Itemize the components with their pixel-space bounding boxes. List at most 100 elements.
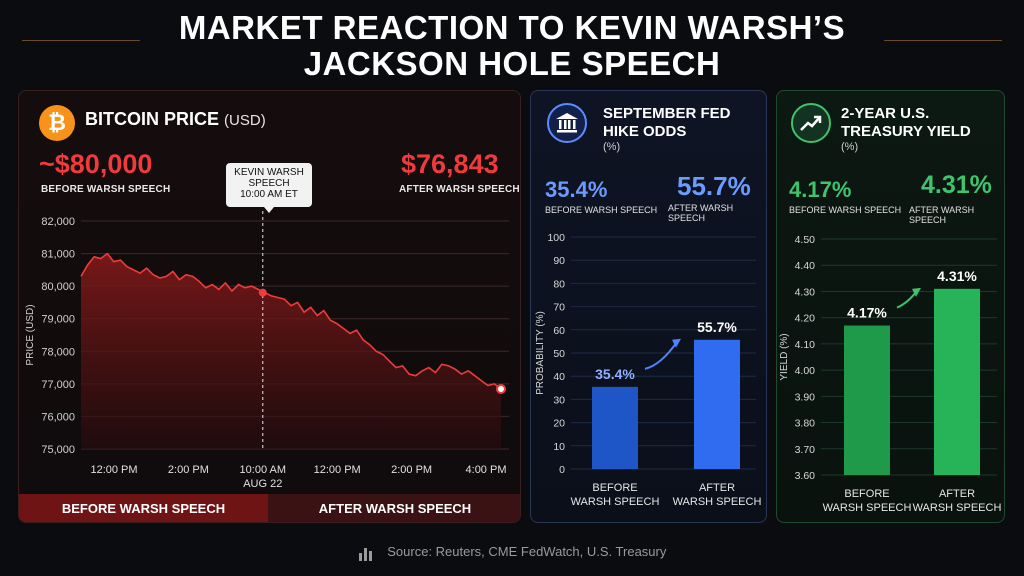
title-rule-right [884,40,1002,41]
y-tick-label: 80 [553,278,565,290]
speech-event-tag: KEVIN WARSH SPEECH 10:00 AM ET [226,163,312,213]
x-category-label: WARSH SPEECH [823,502,912,514]
yield-panel-title: 2-YEAR U.S. TREASURY YIELD [841,105,971,141]
bar [694,339,740,469]
trend-up-icon [791,103,831,143]
yield-unit: (%) [841,141,859,153]
y-tick-label: 3.80 [795,418,816,430]
fed-unit: (%) [603,141,621,153]
y-tick-label: 82,000 [41,216,75,228]
event-point [258,288,267,297]
bitcoin-before-label: BEFORE WARSH SPEECH [41,184,171,195]
y-tick-label: 4.20 [795,313,816,325]
increase-arrow [896,290,918,309]
y-tick-label: 4.10 [795,339,816,351]
band-after-speech: AFTER WARSH SPEECH [268,494,520,522]
y-tick-label: 3.70 [795,444,816,456]
fed-odds-bar-chart: 0 10 20 30 40 50 60 70 80 90 100 PROBABILITY (%) 35.… [535,232,761,508]
price-line [80,252,502,390]
x-tick-label: 12:00 PM [314,464,361,476]
title-line-1: MARKET REACTION TO KEVIN WARSH’S [178,9,846,46]
source-text: Source: Reuters, CME FedWatch, U.S. Trea… [387,544,667,559]
bitcoin-after-label: AFTER WARSH SPEECH [399,184,520,195]
y-tick-label: 20 [553,418,565,430]
bitcoin-line-chart: 82,000 81,000 80,000 79,000 78,000 77,000 76,0… [25,211,509,490]
bar-chart-icon [358,547,372,561]
y-tick-label: 90 [553,255,565,267]
x-category-label: AFTER [699,482,735,494]
bitcoin-before-value: ~$80,000 [39,149,153,179]
y-tick-label: 75,000 [41,444,75,456]
bitcoin-panel-title: BITCOIN PRICE (USD) [85,109,266,130]
y-tick-label: 50 [553,348,565,360]
y-tick-label: 4.00 [795,365,816,377]
y-tick-label: 100 [547,232,565,244]
increase-arrowhead [672,338,681,348]
y-axis-label: PROBABILITY (%) [535,311,546,395]
y-axis-label: YIELD (%) [779,333,790,380]
fed-after-value: 55.7% [677,171,751,201]
y-tick-label: 3.90 [795,391,816,403]
yield-after-value: 4.31% [921,171,992,199]
y-tick-label: 4.30 [795,286,816,298]
y-tick-label: 77,000 [41,379,75,391]
last-price-point [496,383,506,394]
bitcoin-panel: ₿ BITCOIN PRICE (USD) ~$80,000 BEFORE WA… [18,90,521,523]
y-tick-label: 81,000 [41,249,75,261]
bitcoin-icon: ₿ [39,105,75,141]
yield-before-value: 4.17% [789,177,852,202]
band-before-speech: BEFORE WARSH SPEECH [19,494,268,522]
x-category-label: BEFORE [592,482,637,494]
x-tick-label: 4:00 PM [466,464,507,476]
bitcoin-after-value: $76,843 [401,149,499,179]
speech-tag-line-2: SPEECH [248,178,290,189]
y-tick-label: 40 [553,371,565,383]
y-tick-label: 10 [553,441,565,453]
fed-after-label: AFTER WARSH SPEECH [668,203,734,223]
yield-before-label: BEFORE WARSH SPEECH [789,205,902,215]
bank-icon [547,103,587,143]
fed-title-line-2: HIKE ODDS [603,123,687,140]
bar [592,386,638,469]
bitcoin-unit: (USD) [224,112,266,129]
y-tick-label: 3.60 [795,470,816,482]
x-category-label: WARSH SPEECH [571,496,660,508]
treasury-yield-panel: 2-YEAR U.S. TREASURY YIELD (%) 4.17% BEF… [776,90,1005,523]
y-tick-label: 60 [553,325,565,337]
increase-arrow [644,341,678,370]
bar-data-label: 4.17% [847,305,887,321]
fed-before-label: BEFORE WARSH SPEECH [545,205,658,215]
y-tick-label: 0 [559,464,565,476]
x-tick-label: 2:00 PM [168,464,209,476]
x-tick-label: 2:00 PM [391,464,432,476]
speech-tag-line-3: 10:00 AM ET [240,189,298,200]
y-tick-label: 76,000 [41,411,75,423]
x-tick-sublabel: AUG 22 [243,478,282,490]
x-tick-label: 12:00 PM [90,464,137,476]
treasury-yield-bar-chart: 3.60 3.70 3.80 3.90 4.00 4.10 4.20 4.30 4.40 4.50… [779,234,1002,514]
bar-data-label: 55.7% [697,319,737,335]
fed-title-line-1: SEPTEMBER FED [603,105,731,122]
y-tick-label: 78,000 [41,346,75,358]
title-rule-left [22,40,140,41]
fed-odds-panel: SEPTEMBER FED HIKE ODDS (%) 35.4% BEFORE… [530,90,767,523]
x-category-label: WARSH SPEECH [913,502,1002,514]
yield-title-line-2: TREASURY YIELD [841,123,971,140]
y-tick-label: 80,000 [41,281,75,293]
y-tick-label: 79,000 [41,314,75,326]
speech-tag-line-1: KEVIN WARSH [234,167,304,178]
x-category-label: BEFORE [844,488,889,500]
bar [934,288,980,475]
bar [844,325,890,475]
y-tick-label: 70 [553,302,565,314]
yield-after-label: AFTER WARSH SPEECH [909,205,975,225]
y-axis-label: PRICE (USD) [25,304,36,365]
fed-before-value: 35.4% [545,177,608,202]
bitcoin-title: BITCOIN PRICE [85,109,220,129]
title-line-2: JACKSON HOLE SPEECH [303,45,721,82]
page-title: MARKET REACTION TO KEVIN WARSH’S JACKSON… [0,10,1024,82]
increase-arrowhead [912,287,921,297]
y-tick-label: 4.50 [795,234,816,246]
source-footer: Source: Reuters, CME FedWatch, U.S. Trea… [0,544,1024,561]
y-tick-label: 4.40 [795,260,816,272]
